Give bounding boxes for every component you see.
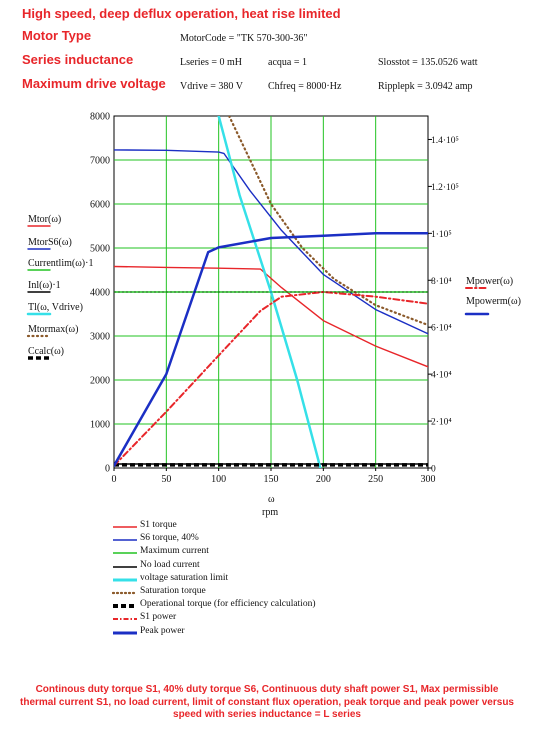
- right-label-mpowerm: Mpowerm(ω): [466, 296, 521, 307]
- legend-swatch: [113, 578, 137, 582]
- y-right-tick-label: 1.2·10⁵: [431, 183, 459, 193]
- left-label-mtors6: MtorS6(ω): [28, 237, 72, 248]
- series-line-s1-power: [114, 291, 428, 467]
- x-tick-label: 100: [211, 474, 226, 485]
- legend-label: Saturation torque: [140, 586, 206, 596]
- legend-label: S1 power: [140, 612, 177, 623]
- legend-swatch: [112, 591, 138, 595]
- y-left-tick-label: 6000: [90, 200, 110, 211]
- y-left-tick-label: 7000: [90, 156, 110, 167]
- legend-swatch: [113, 631, 137, 635]
- x-tick-label: 50: [161, 474, 171, 485]
- y-left-tick-label: 0: [105, 464, 110, 475]
- legend-label: No load current: [140, 559, 200, 570]
- lseries-value: Lseries = 0 mH: [180, 57, 243, 68]
- right-label-mpower: Mpower(ω): [466, 276, 514, 287]
- x-tick-label: 200: [316, 474, 331, 485]
- y-left-tick-label: 4000: [90, 288, 110, 299]
- legend-label: Peak power: [140, 625, 185, 636]
- y-right-tick-label: 0: [431, 465, 436, 475]
- x-tick-label: 250: [368, 474, 383, 485]
- motor-type-label: Motor Type: [22, 28, 92, 43]
- motorcode-value: MotorCode = "TK 570-300-36": [180, 33, 308, 44]
- y-right-tick-label: 2·10⁴: [431, 418, 452, 428]
- x-tick-label: 150: [264, 474, 279, 485]
- y-left-tick-label: 2000: [90, 376, 110, 387]
- chart-title: High speed, deep deflux operation, heat …: [22, 6, 341, 21]
- y-right-tick-label: 8·10⁴: [431, 277, 452, 287]
- series-inductance-label: Series inductance: [22, 52, 134, 67]
- caption: Continous duty torque S1, 40% duty torqu…: [20, 684, 514, 720]
- x-axis-symbol: ω: [268, 494, 275, 505]
- acqua-value: acqua = 1: [268, 57, 307, 68]
- legend-label: S1 torque: [140, 520, 177, 530]
- legend-label: voltage saturation limit: [140, 572, 229, 583]
- y-left-tick-label: 8000: [90, 112, 110, 123]
- series-line-s6-torque-40-: [114, 149, 428, 335]
- y-left-tick-label: 3000: [90, 332, 110, 343]
- series-line-s1-torque: [114, 265, 428, 368]
- legend-swatch: [113, 539, 137, 541]
- y-right-tick-label: 1·10⁵: [431, 230, 452, 240]
- ripplepk-value: Ripplepk = 3.0942 amp: [378, 81, 473, 92]
- chart-svg: 0 50 100 150 200 250 3000100020003000400050006…: [26, 112, 490, 485]
- max-drive-voltage-label: Maximum drive voltage: [22, 76, 166, 91]
- y-left-tick-label: 5000: [90, 244, 110, 255]
- series-line-saturation-torque: [228, 116, 428, 327]
- y-right-tick-label: 6·10⁴: [431, 324, 452, 334]
- legend-label: S6 torque, 40%: [140, 533, 199, 544]
- legend-swatch: [113, 552, 137, 555]
- legend-swatch: [113, 618, 137, 621]
- legend-label: Maximum current: [140, 546, 209, 557]
- x-axis-unit: rpm: [262, 507, 279, 518]
- chfreq-value: Chfreq = 8000·Hz: [268, 81, 342, 92]
- legend-swatch: [113, 565, 137, 568]
- y-right-tick-label: 4·10⁴: [431, 371, 452, 381]
- x-tick-label: 300: [421, 474, 436, 485]
- y-left-tick-label: 1000: [90, 420, 110, 431]
- left-label-inl: Inl(ω)·1: [28, 280, 61, 291]
- left-label-mtor: Mtor(ω): [28, 214, 62, 225]
- left-label-tl: Tl(ω, Vdrive): [28, 302, 83, 313]
- series-line-peak-power: [114, 232, 428, 467]
- legend-swatch: [113, 604, 137, 609]
- series-line-voltage-saturation-limit: [217, 116, 322, 468]
- y-right-tick-label: 1.4·10⁵: [431, 136, 459, 146]
- left-label-currentlim: Currentlim(ω)·1: [28, 258, 94, 269]
- legend-swatch: [113, 526, 137, 528]
- left-label-mtormax: Mtormax(ω): [28, 324, 79, 335]
- slosstot-value: Slosstot = 135.0526 watt: [378, 57, 478, 68]
- legend-label: Operational torque (for efficiency calcu…: [140, 599, 316, 610]
- x-tick-label: 0: [112, 474, 117, 485]
- left-label-ccalc: Ccalc(ω): [28, 346, 65, 357]
- vdrive-value: Vdrive = 380 V: [180, 81, 243, 92]
